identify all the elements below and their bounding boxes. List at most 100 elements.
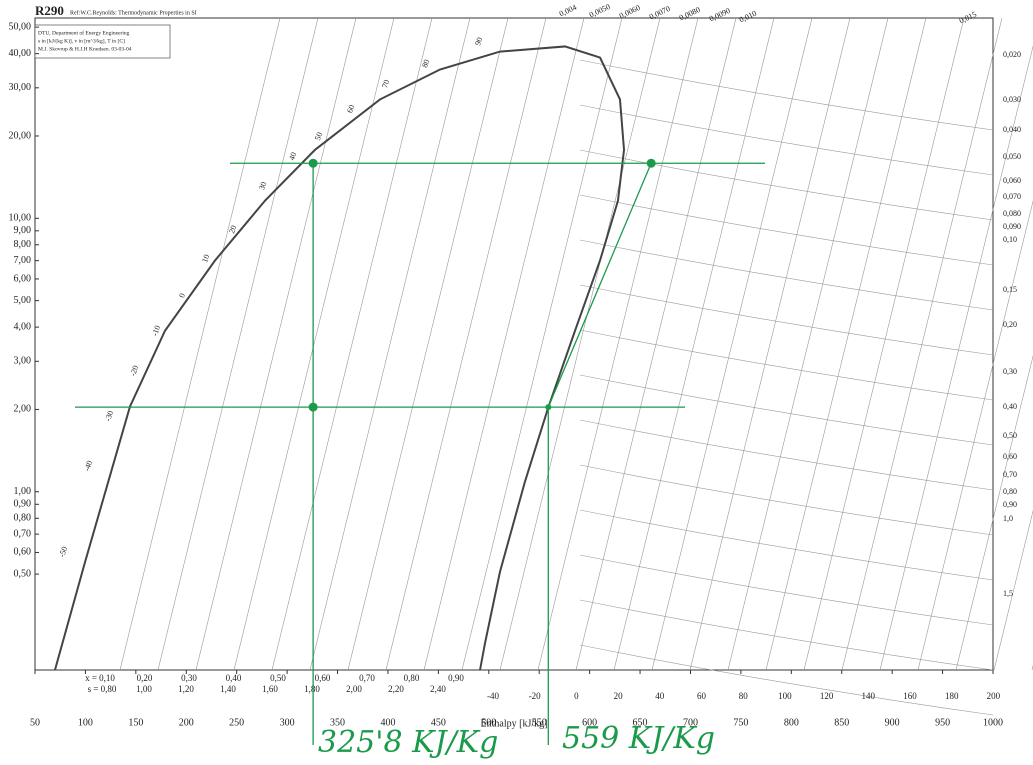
background (0, 0, 1033, 765)
y-tick-label: 5,00 (14, 295, 32, 306)
temperature-label: 0 (574, 691, 579, 701)
y-tick-label: 6,00 (14, 273, 32, 284)
y-tick-label: 8,00 (14, 239, 32, 250)
volume-label: 1,0 (1003, 514, 1013, 523)
chart: R290 Ref:W.C.Reynolds: Thermodynamic Pro… (0, 0, 1033, 765)
x-tick-label: 750 (733, 717, 748, 728)
x-tick-label: 800 (784, 717, 799, 728)
quality-label: 0,30 (181, 673, 197, 683)
y-tick-label: 1,00 (14, 486, 32, 497)
x-tick-label: 650 (633, 717, 648, 728)
volume-label: 0,030 (1003, 95, 1021, 104)
temperature-label: 20 (614, 691, 624, 701)
info-line: DTU, Department of Energy Engineering (38, 29, 130, 36)
y-tick-label: 4,00 (14, 321, 32, 332)
y-tick-label: 7,00 (14, 255, 32, 266)
quality-label: 0,50 (270, 673, 286, 683)
x-tick-label: 200 (179, 717, 194, 728)
volume-label: 0,90 (1003, 500, 1017, 509)
y-tick-label: 30,00 (9, 82, 32, 93)
chart-subtitle: Ref:W.C.Reynolds: Thermodynamic Properti… (70, 9, 197, 16)
x-tick-label: 100 (78, 717, 93, 728)
temperature-label: 120 (820, 691, 834, 701)
volume-label: 0,80 (1003, 487, 1017, 496)
entropy-label: 1,20 (178, 684, 194, 694)
x-tick-label: 350 (330, 717, 345, 728)
handwritten-note: 325'8 KJ/Kg (318, 725, 498, 760)
x-tick-label: 850 (834, 717, 849, 728)
x-tick-label: 900 (885, 717, 900, 728)
x-tick-label: 450 (431, 717, 446, 728)
entropy-label: 1,60 (262, 684, 278, 694)
y-tick-label: 50,00 (9, 21, 32, 32)
quality-label: 0,90 (448, 673, 464, 683)
volume-label: 0,60 (1003, 452, 1017, 461)
x-tick-label: 1000 (983, 717, 1003, 728)
process-point (309, 159, 318, 168)
y-tick-label: 0,90 (14, 499, 32, 510)
volume-label: 0,040 (1003, 125, 1021, 134)
temperature-label: 40 (655, 691, 665, 701)
quality-label: 0,40 (226, 673, 242, 683)
temperature-label: 80 (739, 691, 749, 701)
volume-label: 0,70 (1003, 470, 1017, 479)
y-tick-label: 0,70 (14, 528, 32, 539)
y-tick-label: 0,80 (14, 513, 32, 524)
quality-label: 0,80 (404, 673, 420, 683)
temperature-label: 60 (697, 691, 707, 701)
info-line: s in [kJ/(kg K)], v in [m^3/kg], T in [C… (38, 37, 125, 44)
entropy-label: 1,00 (136, 684, 152, 694)
y-tick-label: 3,00 (14, 356, 32, 367)
x-tick-label: 300 (280, 717, 295, 728)
entropy-label: 1,40 (220, 684, 236, 694)
temperature-label: 200 (987, 691, 1001, 701)
entropy-label: 2,00 (346, 684, 362, 694)
volume-label: 0,070 (1003, 192, 1021, 201)
x-tick-label: 400 (380, 717, 395, 728)
temperature-label: 180 (945, 691, 959, 701)
volume-label: 0,080 (1003, 209, 1021, 218)
y-tick-label: 20,00 (9, 130, 32, 141)
y-tick-label: 0,50 (14, 568, 32, 579)
x-tick-label: 50 (30, 717, 40, 728)
entropy-label: 2,20 (388, 684, 404, 694)
info-line: M.J. Skovrup & H.J.H Knudsen. 03-03-04 (38, 46, 132, 52)
temperature-label: 140 (862, 691, 876, 701)
volume-label: 0,020 (1003, 50, 1021, 59)
chart-title: R290 (35, 3, 64, 18)
volume-label: 1,5 (1003, 589, 1013, 598)
x-tick-label: 600 (582, 717, 597, 728)
volume-label: 0,10 (1003, 235, 1017, 244)
y-tick-label: 9,00 (14, 225, 32, 236)
volume-label: 0,050 (1003, 152, 1021, 161)
temperature-label: 160 (903, 691, 917, 701)
volume-label: 0,30 (1003, 367, 1017, 376)
process-point (545, 404, 551, 410)
process-point (647, 159, 656, 168)
volume-label: 0,090 (1003, 222, 1021, 231)
y-tick-label: 10,00 (9, 213, 32, 224)
temperature-label: -40 (487, 691, 499, 701)
quality-label: x = 0,10 (85, 673, 115, 683)
entropy-label: s = 0,80 (88, 684, 117, 694)
temperature-label: 100 (778, 691, 792, 701)
entropy-label: 2,40 (430, 684, 446, 694)
y-tick-label: 2,00 (14, 404, 32, 415)
volume-label: 0,060 (1003, 176, 1021, 185)
x-tick-label: 950 (935, 717, 950, 728)
process-point (309, 403, 318, 412)
y-tick-label: 0,60 (14, 547, 32, 558)
quality-label: 0,20 (137, 673, 153, 683)
quality-label: 0,60 (315, 673, 331, 683)
temperature-label: -20 (529, 691, 541, 701)
x-tick-label: 250 (229, 717, 244, 728)
volume-label: 0,40 (1003, 402, 1017, 411)
volume-label: 0,15 (1003, 285, 1017, 294)
x-tick-label: 150 (128, 717, 143, 728)
entropy-label: 1,80 (304, 684, 320, 694)
x-tick-label: 500 (481, 717, 496, 728)
x-tick-label: 550 (532, 717, 547, 728)
volume-label: 0,20 (1003, 320, 1017, 329)
volume-label: 0,50 (1003, 431, 1017, 440)
quality-label: 0,70 (359, 673, 375, 683)
